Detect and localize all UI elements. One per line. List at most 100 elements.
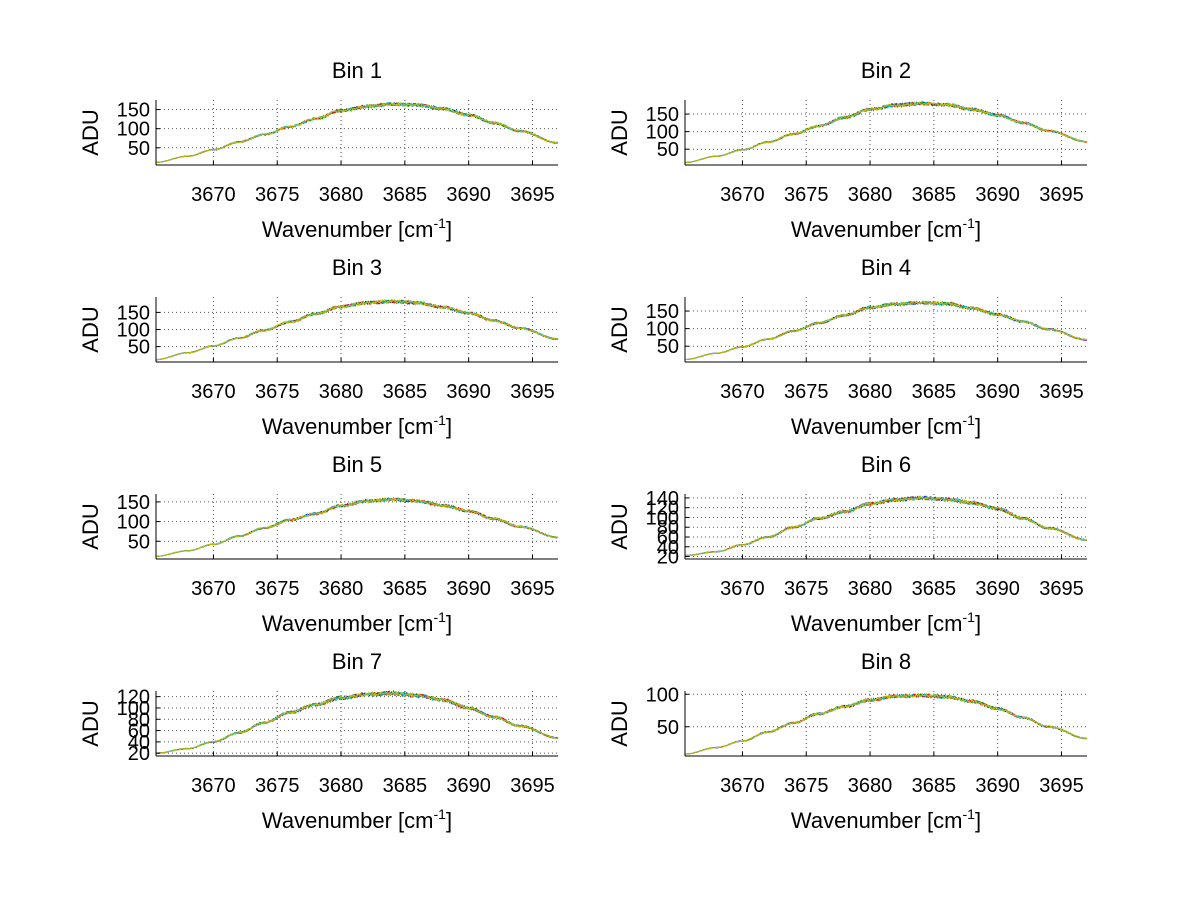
y-axis-label: ADU bbox=[607, 700, 632, 746]
series-line-3 bbox=[155, 102, 559, 163]
y-tick-label: 100 bbox=[117, 512, 150, 534]
x-axis-label-sup: -1 bbox=[434, 609, 447, 625]
y-tick-label: 100 bbox=[646, 684, 679, 706]
x-axis-label-sup: -1 bbox=[963, 215, 976, 231]
x-axis-label-main: Wavenumber [cm bbox=[262, 414, 434, 439]
y-axis-label: ADU bbox=[78, 109, 103, 155]
series-line-5 bbox=[684, 693, 1088, 755]
x-tick-label: 3685 bbox=[912, 775, 957, 797]
y-tick-label: 80 bbox=[128, 709, 150, 731]
x-tick-label: 3690 bbox=[975, 184, 1020, 206]
x-tick-label: 3690 bbox=[446, 775, 491, 797]
subplot-bin-6: Bin 6 3670 3675 3680 3685 3690 3695 20406080100… bbox=[607, 452, 1088, 636]
subplot-title: Bin 6 bbox=[861, 452, 911, 477]
series-line-2 bbox=[684, 693, 1088, 755]
x-tick-label: 3695 bbox=[510, 775, 555, 797]
series-line-4 bbox=[684, 300, 1088, 361]
x-axis-label-sup: -1 bbox=[434, 215, 447, 231]
x-axis-label: Wavenumber [cm-1] bbox=[262, 609, 452, 636]
x-tick-label: 3670 bbox=[720, 381, 765, 403]
x-tick-label: 3685 bbox=[912, 184, 957, 206]
x-axis-label: Wavenumber [cm-1] bbox=[791, 412, 981, 439]
y-tick-label: 50 bbox=[657, 717, 679, 739]
y-tick-label: 150 bbox=[646, 301, 679, 323]
x-tick-label: 3695 bbox=[510, 381, 555, 403]
y-tick-label: 20 bbox=[128, 743, 150, 765]
x-tick-label: 3685 bbox=[383, 381, 428, 403]
x-axis-label-main: Wavenumber [cm bbox=[791, 414, 963, 439]
x-axis-label: Wavenumber [cm-1] bbox=[791, 215, 981, 242]
y-axis-label: ADU bbox=[607, 503, 632, 549]
x-tick-label: 3680 bbox=[319, 184, 364, 206]
x-tick-label: 3695 bbox=[1039, 381, 1084, 403]
x-tick-label: 3675 bbox=[784, 578, 829, 600]
series-line-3 bbox=[685, 693, 1088, 755]
series-line-2 bbox=[684, 301, 1088, 361]
x-tick-label: 3670 bbox=[191, 775, 236, 797]
y-tick-label: 100 bbox=[646, 319, 679, 341]
x-tick-label: 3670 bbox=[720, 775, 765, 797]
x-tick-label: 3675 bbox=[255, 184, 300, 206]
x-tick-label: 3685 bbox=[383, 184, 428, 206]
subplot-title: Bin 3 bbox=[332, 255, 382, 280]
x-axis-label-main: Wavenumber [cm bbox=[791, 611, 963, 636]
x-axis-label-end: ] bbox=[975, 414, 981, 439]
x-axis-label-main: Wavenumber [cm bbox=[791, 217, 963, 242]
series-line-3 bbox=[684, 101, 1088, 164]
x-tick-label: 3675 bbox=[784, 775, 829, 797]
x-axis-label-end: ] bbox=[446, 611, 452, 636]
x-axis-label-main: Wavenumber [cm bbox=[262, 808, 434, 833]
y-tick-label: 50 bbox=[128, 337, 150, 359]
y-tick-label: 40 bbox=[657, 537, 679, 559]
series-line-5 bbox=[155, 496, 559, 557]
series-line-4 bbox=[684, 692, 1088, 755]
series-line-2 bbox=[155, 497, 559, 557]
y-tick-label: 100 bbox=[117, 320, 150, 342]
y-tick-label: 80 bbox=[657, 517, 679, 539]
x-axis-label-sup: -1 bbox=[963, 412, 976, 428]
series-line-4 bbox=[155, 691, 559, 754]
x-tick-label: 3675 bbox=[255, 578, 300, 600]
x-axis-label-main: Wavenumber [cm bbox=[791, 808, 963, 833]
series-line-2 bbox=[155, 102, 559, 163]
series-line-5 bbox=[155, 299, 559, 361]
series-line-2 bbox=[684, 101, 1088, 164]
y-tick-label: 150 bbox=[646, 104, 679, 126]
subplot-title: Bin 7 bbox=[332, 649, 382, 674]
x-tick-label: 3680 bbox=[319, 578, 364, 600]
y-tick-label: 50 bbox=[128, 531, 150, 553]
x-tick-label: 3680 bbox=[848, 381, 893, 403]
x-axis-label-end: ] bbox=[975, 217, 981, 242]
x-axis-label: Wavenumber [cm-1] bbox=[262, 412, 452, 439]
x-axis-label: Wavenumber [cm-1] bbox=[262, 215, 452, 242]
y-tick-label: 120 bbox=[646, 498, 679, 520]
series-line-5 bbox=[155, 690, 559, 754]
x-tick-label: 3690 bbox=[446, 381, 491, 403]
x-axis-label: Wavenumber [cm-1] bbox=[262, 806, 452, 833]
x-tick-label: 3695 bbox=[510, 578, 555, 600]
x-tick-label: 3670 bbox=[720, 578, 765, 600]
y-tick-label: 50 bbox=[657, 139, 679, 161]
series-line-1 bbox=[155, 689, 559, 754]
x-tick-label: 3695 bbox=[1039, 578, 1084, 600]
x-tick-label: 3685 bbox=[912, 381, 957, 403]
series-line-3 bbox=[155, 299, 559, 361]
x-axis-label-sup: -1 bbox=[963, 609, 976, 625]
x-tick-label: 3680 bbox=[848, 184, 893, 206]
series-line-1 bbox=[155, 497, 559, 557]
x-axis-label-main: Wavenumber [cm bbox=[262, 217, 434, 242]
series-line-1 bbox=[684, 101, 1088, 163]
x-tick-label: 3670 bbox=[720, 184, 765, 206]
x-tick-label: 3695 bbox=[1039, 184, 1084, 206]
subplot-title: Bin 4 bbox=[861, 255, 911, 280]
y-tick-label: 100 bbox=[646, 122, 679, 144]
subplot-title: Bin 1 bbox=[332, 58, 382, 83]
x-tick-label: 3685 bbox=[383, 578, 428, 600]
series-line-4 bbox=[684, 100, 1088, 164]
y-axis-label: ADU bbox=[78, 306, 103, 352]
